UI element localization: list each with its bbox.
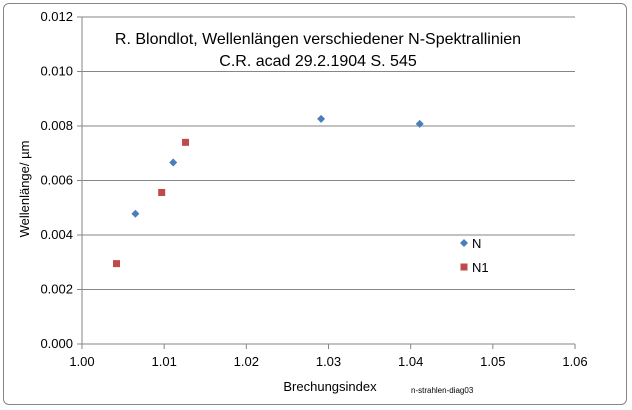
chart-frame bbox=[3, 3, 627, 405]
point-n bbox=[317, 114, 326, 123]
legend: N N1 bbox=[460, 236, 489, 275]
axes bbox=[77, 16, 576, 349]
x-tick-label: 1.05 bbox=[480, 354, 505, 369]
legend-label-n1: N1 bbox=[472, 260, 489, 275]
data-points bbox=[113, 114, 424, 268]
legend-marker-n1 bbox=[460, 263, 468, 271]
x-tick-label: 1.01 bbox=[152, 354, 177, 369]
point-n bbox=[169, 158, 178, 167]
x-tick-label: 1.03 bbox=[316, 354, 341, 369]
y-tick-label: 0.000 bbox=[40, 336, 73, 351]
x-tick-label: 1.00 bbox=[69, 354, 94, 369]
chart-title-line-2: C.R. acad 29.2.1904 S. 545 bbox=[219, 53, 417, 70]
y-tick-label: 0.004 bbox=[40, 227, 73, 242]
y-tick-label: 0.006 bbox=[40, 173, 73, 188]
gridlines bbox=[82, 16, 575, 290]
legend-label-n: N bbox=[472, 236, 481, 251]
point-n1 bbox=[182, 138, 190, 146]
legend-marker-n bbox=[460, 239, 468, 247]
chart-note: n-strahlen-diag03 bbox=[411, 386, 474, 395]
x-tick-label: 1.06 bbox=[562, 354, 587, 369]
point-n bbox=[131, 209, 140, 218]
chart-title-line-1: R. Blondlot, Wellenlängen verschiedener … bbox=[115, 31, 521, 48]
point-n1 bbox=[158, 188, 166, 196]
x-tick-label: 1.04 bbox=[398, 354, 423, 369]
y-tick-label: 0.012 bbox=[40, 9, 73, 24]
y-tick-label: 0.008 bbox=[40, 118, 73, 133]
point-n1 bbox=[113, 260, 121, 268]
y-axis-label: Wellenlänge/ µm bbox=[17, 141, 32, 238]
x-tick-label: 1.02 bbox=[234, 354, 259, 369]
point-n bbox=[415, 119, 424, 128]
x-axis-label: Brechungsindex bbox=[283, 379, 377, 394]
y-tick-label: 0.010 bbox=[40, 64, 73, 79]
y-tick-labels: 0.000 0.002 0.004 0.006 0.008 0.010 0.012 bbox=[40, 9, 73, 351]
x-tick-labels: 1.00 1.01 1.02 1.03 1.04 1.05 1.06 bbox=[69, 354, 587, 369]
y-tick-label: 0.002 bbox=[40, 282, 73, 297]
